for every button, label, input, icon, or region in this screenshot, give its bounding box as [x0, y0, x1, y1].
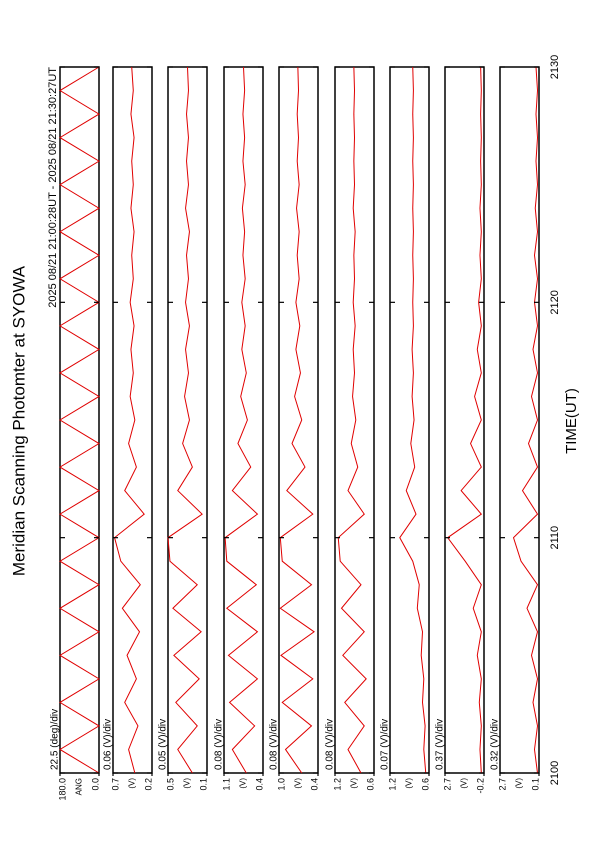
unit-label: (V)	[350, 778, 359, 789]
unit-label: (V)	[405, 778, 414, 789]
data-line	[167, 66, 203, 774]
panel-frame	[112, 66, 153, 774]
unit-label: (V)	[294, 778, 303, 789]
panel-frame	[278, 66, 319, 774]
y-tick-label: 0.0	[90, 778, 100, 791]
y-tick-label: 0.5	[165, 778, 175, 791]
y-tick-label: 1.0	[276, 778, 286, 791]
panel-frame	[334, 66, 375, 774]
x-tick-label: 2120	[549, 290, 561, 314]
chart-title: Meridian Scanning Photomter at SYOWA	[9, 265, 28, 576]
y-tick-label: 180.0	[57, 778, 67, 801]
data-line	[279, 66, 315, 774]
x-tick-label: 2100	[549, 761, 561, 785]
scale-label: 0.08 (V)/div	[325, 719, 336, 770]
y-tick-label: 0.1	[198, 778, 208, 791]
scale-label: 0.07 (V)/div	[380, 719, 391, 770]
unit-label: (V)	[515, 778, 524, 789]
y-tick-label: 0.6	[365, 778, 375, 791]
x-axis-label: TIME(UT)	[563, 388, 580, 454]
scale-label: 22.5 (deg)/div	[50, 709, 61, 770]
y-tick-label: 0.4	[254, 778, 264, 791]
unit-label: (V)	[239, 778, 248, 789]
y-tick-label: 0.2	[143, 778, 153, 791]
data-line	[512, 66, 539, 774]
rotated-plot: Meridian Scanning Photomter at SYOWA 202…	[9, 55, 579, 801]
y-tick-label: 0.6	[420, 778, 430, 791]
unit-label: (V)	[460, 778, 469, 789]
scale-label: 0.06 (V)/div	[103, 719, 114, 770]
chart-subtitle: 2025 08/21 21:00:28UT - 2025 08/21 21:30…	[47, 67, 59, 308]
data-line	[446, 66, 483, 774]
y-tick-label: 1.2	[387, 778, 397, 791]
data-line	[59, 66, 100, 774]
unit-label: (V)	[183, 778, 192, 789]
scale-label: 0.08 (V)/div	[269, 719, 280, 770]
data-line	[224, 66, 259, 774]
y-tick-label: 2.7	[497, 778, 507, 791]
y-tick-label: 1.1	[221, 778, 231, 791]
unit-label: (V)	[128, 778, 137, 789]
data-line	[113, 66, 145, 774]
data-line	[399, 66, 427, 774]
y-tick-label: 0.4	[309, 778, 319, 791]
scale-label: 0.08 (V)/div	[214, 719, 225, 770]
y-tick-label: 0.7	[110, 778, 120, 791]
x-tick-label: 2110	[549, 526, 561, 550]
unit-label: ANG	[75, 778, 84, 795]
panel-frame	[499, 66, 540, 774]
y-tick-label: 1.2	[332, 778, 342, 791]
x-tick-label: 2130	[549, 55, 561, 79]
scale-label: 0.32 (V)/div	[490, 719, 501, 770]
y-tick-label: 0.1	[530, 778, 540, 791]
y-tick-label: -0.2	[475, 778, 485, 794]
scale-label: 0.37 (V)/div	[435, 719, 446, 770]
data-line	[337, 66, 367, 774]
panel-frame	[444, 66, 485, 774]
panel-frame	[389, 66, 430, 774]
scale-label: 0.05 (V)/div	[158, 719, 169, 770]
y-tick-label: 2.7	[442, 778, 452, 791]
